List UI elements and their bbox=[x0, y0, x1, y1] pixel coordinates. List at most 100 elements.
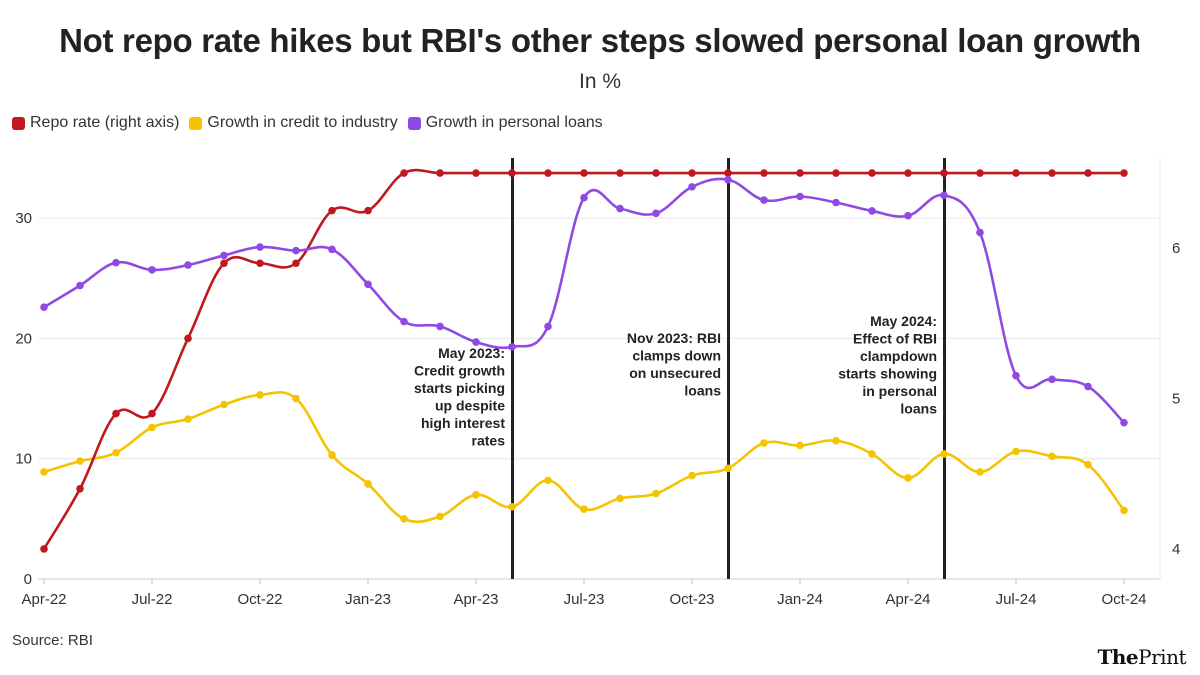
series-1-point bbox=[724, 464, 732, 473]
legend-label-industry: Growth in credit to industry bbox=[207, 114, 398, 131]
series-2-point bbox=[220, 251, 228, 260]
x-tick-label: Jan-23 bbox=[345, 591, 391, 608]
legend-item-repo: Repo rate (right axis) bbox=[12, 114, 179, 132]
series-2-point bbox=[328, 245, 336, 254]
series-1-point bbox=[256, 391, 264, 399]
series-2-point bbox=[688, 183, 696, 191]
chart-subtitle: In % bbox=[578, 70, 622, 93]
series-0-point bbox=[112, 409, 120, 418]
series-2-point bbox=[256, 243, 264, 251]
series-0-point bbox=[1120, 169, 1128, 177]
series-0-point bbox=[544, 169, 552, 177]
annotation-2-line: starts showing bbox=[838, 366, 937, 382]
series-0-point bbox=[220, 259, 228, 268]
series-2-point bbox=[580, 193, 588, 202]
series-2-point bbox=[616, 204, 624, 213]
brand-logo: ThePrint bbox=[1098, 645, 1187, 669]
y-left-tick-label: 20 bbox=[15, 330, 32, 347]
series-0-point bbox=[724, 169, 732, 177]
series-2-point bbox=[1012, 371, 1020, 380]
brand-print: Print bbox=[1138, 645, 1186, 669]
series-0-point bbox=[796, 169, 804, 177]
series-1-point bbox=[40, 468, 48, 476]
series-2-point bbox=[76, 281, 84, 290]
series-1-point bbox=[436, 512, 444, 521]
series-1-point bbox=[184, 415, 192, 423]
series-1-point bbox=[364, 480, 372, 488]
series-2-point bbox=[652, 209, 660, 218]
series-0-point bbox=[1048, 169, 1056, 177]
annotation-2-line: loans bbox=[900, 401, 937, 417]
series-2-point bbox=[868, 207, 876, 215]
series-0-point bbox=[1084, 169, 1092, 177]
series-1-point bbox=[328, 451, 336, 459]
series-1-point bbox=[1012, 447, 1020, 456]
series-1-point bbox=[544, 476, 552, 485]
series-0-point bbox=[832, 169, 840, 177]
legend: Repo rate (right axis) Growth in credit … bbox=[12, 114, 603, 132]
series-0-point bbox=[616, 169, 624, 177]
series-0-point bbox=[652, 169, 660, 177]
y-left-tick-label: 0 bbox=[24, 571, 32, 588]
series-0-point bbox=[1012, 169, 1020, 177]
x-tick-label: Apr-23 bbox=[453, 591, 498, 608]
series-line-1 bbox=[43, 391, 1126, 524]
series-0-point bbox=[256, 259, 264, 268]
y-left-tick-label: 10 bbox=[15, 451, 32, 468]
legend-swatch-personal bbox=[407, 116, 421, 130]
legend-swatch-industry bbox=[189, 116, 203, 130]
series-line-2 bbox=[43, 177, 1125, 424]
legend-item-personal: Growth in personal loans bbox=[407, 114, 603, 132]
legend-swatch-repo bbox=[12, 116, 25, 130]
annotation-1-line: loans bbox=[684, 383, 721, 399]
series-2-point bbox=[40, 303, 48, 311]
series-0-point bbox=[400, 169, 408, 177]
series-0-point bbox=[328, 206, 336, 215]
y-right-tick-label: 6 bbox=[1172, 240, 1180, 257]
annotation-2-line: May 2024: bbox=[870, 313, 937, 329]
x-tick-label: Oct-23 bbox=[669, 591, 714, 608]
y-right-tick-label: 5 bbox=[1172, 391, 1180, 408]
annotation-2-line: Effect of RBI bbox=[853, 331, 937, 347]
series-1-point bbox=[292, 394, 300, 403]
series-1-point bbox=[868, 450, 876, 458]
series-0-point bbox=[436, 169, 444, 177]
series-1-point bbox=[580, 505, 588, 514]
series-1-point bbox=[760, 439, 768, 447]
series-2-point bbox=[1048, 375, 1056, 384]
annotation-0-line: Credit growth bbox=[414, 363, 505, 379]
y-right-tick-label: 4 bbox=[1172, 541, 1180, 558]
legend-item-industry: Growth in credit to industry bbox=[189, 114, 398, 132]
chart-title: Not repo rate hikes but RBI's other step… bbox=[59, 22, 1141, 59]
series-2-point bbox=[472, 338, 480, 346]
series-1-point bbox=[688, 471, 696, 480]
series-2-point bbox=[832, 198, 840, 207]
x-tick-label: Apr-22 bbox=[21, 591, 66, 608]
series-1-point bbox=[832, 436, 840, 445]
series-1-point bbox=[472, 491, 480, 499]
series-2-point bbox=[904, 211, 912, 220]
series-1-point bbox=[220, 400, 228, 409]
series-1-point bbox=[1120, 506, 1128, 515]
series-0-point bbox=[904, 169, 912, 177]
source-note: Source: RBI bbox=[12, 632, 93, 649]
annotation-0-line: rates bbox=[472, 433, 506, 449]
series-2-point bbox=[148, 266, 156, 274]
series-1-point bbox=[652, 489, 660, 498]
brand-the: The bbox=[1097, 645, 1139, 669]
series-2-point bbox=[508, 343, 516, 351]
legend-label-personal: Growth in personal loans bbox=[425, 114, 603, 131]
legend-label-repo: Repo rate (right axis) bbox=[30, 114, 180, 131]
series-0-point bbox=[184, 334, 192, 343]
x-tick-label: Jan-24 bbox=[777, 591, 823, 608]
series-1-point bbox=[400, 515, 408, 523]
series-0-point bbox=[688, 169, 696, 177]
series-2-point bbox=[400, 317, 408, 326]
series-2-point bbox=[364, 280, 372, 289]
series-1-point bbox=[796, 441, 804, 450]
annotation-1-line: Nov 2023: RBI bbox=[627, 330, 721, 346]
annotation-2-line: clampdown bbox=[860, 348, 937, 364]
series-2-point bbox=[796, 192, 804, 201]
x-tick-label: Jul-22 bbox=[132, 591, 173, 608]
